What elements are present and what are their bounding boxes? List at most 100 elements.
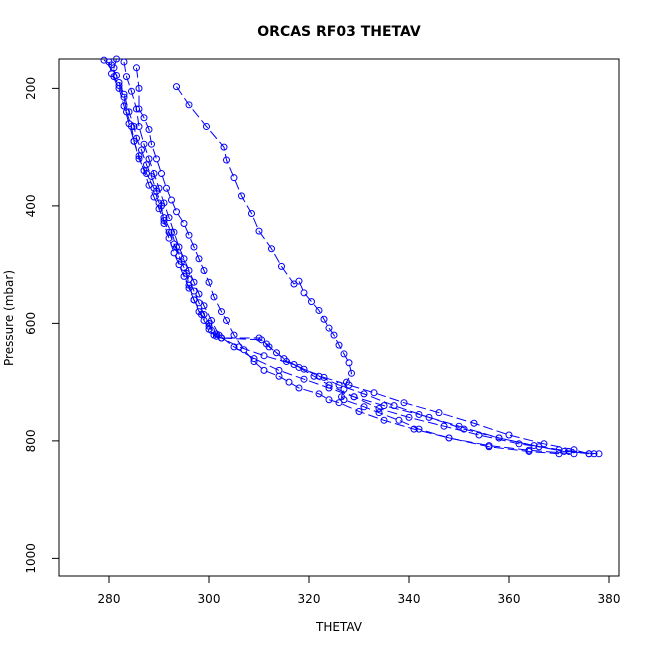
data-point — [173, 243, 180, 251]
data-point — [165, 214, 173, 222]
data-point — [470, 419, 478, 427]
data-point — [173, 83, 180, 91]
data-point — [400, 399, 408, 407]
data-point — [168, 196, 175, 204]
series-line — [176, 86, 560, 455]
data-point — [595, 450, 603, 458]
data-point — [248, 210, 255, 218]
series-line — [123, 61, 590, 455]
data-point — [340, 385, 348, 393]
data-point — [380, 416, 388, 424]
data-point — [185, 101, 193, 109]
data-point — [590, 450, 598, 458]
data-point — [120, 90, 128, 98]
x-tick-label: 300 — [198, 592, 221, 606]
data-point — [125, 120, 133, 128]
data-point — [200, 267, 208, 274]
data-point — [345, 359, 353, 367]
data-point — [113, 55, 120, 63]
data-point — [143, 170, 150, 178]
data-point — [308, 298, 315, 306]
data-point — [195, 290, 203, 298]
plot-frame — [58, 58, 620, 577]
data-point — [345, 381, 353, 389]
data-point — [285, 378, 293, 386]
data-point — [145, 155, 153, 163]
data-point — [208, 316, 215, 324]
data-point — [218, 308, 225, 316]
data-point — [153, 155, 160, 163]
data-point — [185, 284, 193, 292]
data-point — [143, 161, 150, 169]
data-point — [240, 346, 248, 354]
data-point — [230, 331, 238, 339]
data-point — [210, 293, 218, 301]
data-point — [173, 208, 180, 216]
data-point — [315, 390, 323, 398]
data-point — [485, 443, 493, 451]
data-point — [108, 61, 115, 69]
data-point — [355, 408, 363, 415]
data-point — [440, 422, 448, 430]
data-point — [335, 399, 343, 407]
data-point — [180, 272, 188, 280]
data-point — [315, 372, 323, 380]
data-point — [160, 220, 168, 227]
data-point — [315, 306, 323, 314]
data-point — [205, 278, 213, 286]
series-4 — [133, 64, 578, 458]
data-point — [360, 390, 368, 398]
data-point — [445, 434, 453, 442]
data-point — [158, 202, 165, 210]
data-point — [180, 264, 188, 272]
data-point — [120, 102, 128, 110]
data-point — [320, 373, 328, 381]
data-point — [123, 73, 130, 81]
data-point — [530, 442, 538, 450]
data-point — [168, 228, 175, 236]
series-line — [113, 58, 595, 455]
data-point — [585, 450, 593, 458]
data-point — [230, 174, 238, 182]
data-point — [158, 170, 165, 178]
data-point — [250, 358, 258, 366]
x-tick-label: 380 — [598, 592, 621, 606]
data-point — [255, 227, 263, 235]
data-point — [283, 358, 290, 366]
data-point — [185, 267, 193, 274]
data-point — [410, 425, 418, 433]
x-axis-title: THETAV — [315, 620, 363, 634]
x-tick-label: 280 — [98, 592, 121, 606]
data-point — [200, 316, 208, 324]
data-point — [340, 396, 348, 404]
data-point — [190, 296, 198, 304]
data-point — [295, 384, 303, 392]
data-point — [100, 56, 108, 64]
data-point — [325, 396, 333, 404]
data-point — [180, 255, 188, 263]
data-point — [268, 245, 275, 253]
data-point — [275, 372, 283, 380]
data-point — [290, 361, 298, 368]
data-point — [375, 409, 383, 417]
data-point — [258, 336, 265, 344]
data-point — [120, 58, 128, 66]
y-axis: 200 400 600 800 1000 — [24, 77, 60, 574]
data-point — [223, 156, 230, 164]
data-point — [435, 409, 443, 417]
x-axis: 280 300 320 340 360 380 — [98, 575, 621, 606]
data-point — [570, 446, 578, 454]
data-point — [170, 228, 178, 236]
data-point — [195, 255, 203, 263]
data-point — [218, 334, 225, 342]
data-point — [138, 146, 145, 154]
data-point — [325, 324, 333, 332]
data-point — [278, 262, 285, 270]
data-point — [260, 366, 268, 374]
data-point — [135, 84, 143, 92]
data-point — [148, 173, 155, 180]
data-point — [190, 278, 198, 286]
data-point — [238, 192, 245, 200]
y-tick-label: 200 — [24, 77, 38, 100]
